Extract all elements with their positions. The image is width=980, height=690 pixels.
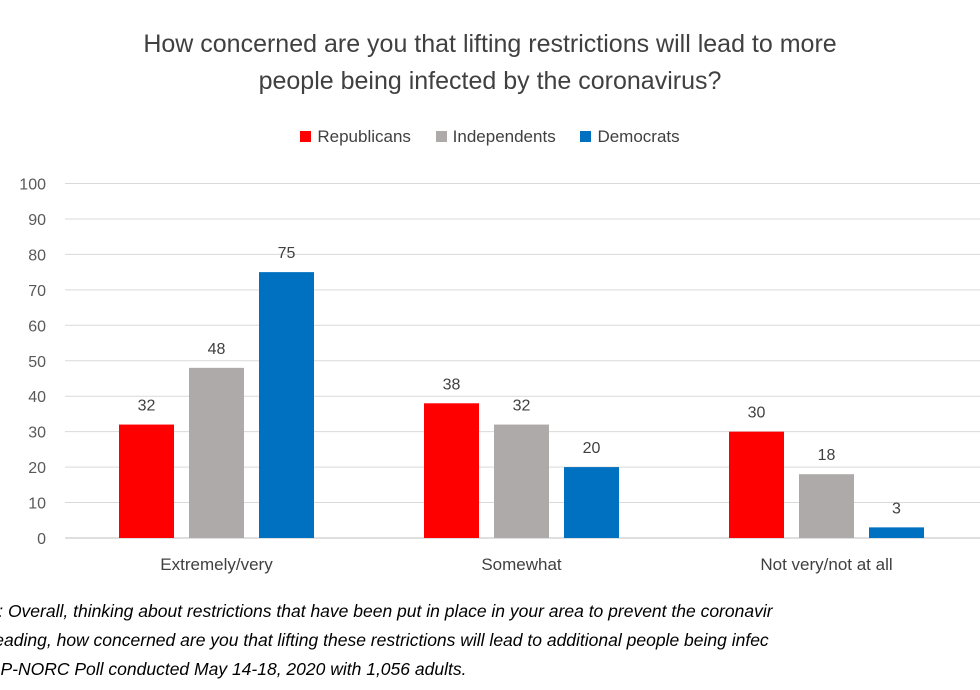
y-tick-label: 40 [28,389,46,406]
data-label: 20 [583,440,601,457]
legend-item-democrats: Democrats [580,127,680,147]
bar [119,424,174,538]
bar-chart: 0 10 20 30 40 50 60 70 80 90 100 32 48 75 Extremely/ve… [19,177,980,574]
x-category-label: Somewhat [481,555,562,574]
legend-item-republicans: Republicans [300,127,411,147]
bar [424,403,479,538]
footnote-line-1: tion: Overall, thinking about restrictio… [0,601,773,621]
y-tick-label: 100 [19,177,46,194]
data-label: 32 [513,398,531,415]
bar [564,467,619,538]
y-tick-label: 60 [28,318,46,335]
bar [729,431,784,538]
x-category-label: Not very/not at all [760,555,892,574]
data-label: 18 [818,447,836,464]
legend-swatch-independents [435,130,447,142]
legend-label-republicans: Republicans [317,127,411,146]
chart-title-line-2: people being infected by the coronavirus… [258,67,722,95]
data-label: 3 [892,500,901,517]
legend-item-independents: Independents [435,127,556,147]
bar [259,272,314,538]
bar [189,367,244,538]
bar [869,527,924,538]
legend-label-democrats: Democrats [597,127,680,146]
data-label: 32 [138,398,156,415]
y-tick-label: 0 [37,531,46,548]
data-label: 48 [208,341,226,358]
y-tick-label: 30 [28,425,46,442]
x-category-label: Extremely/very [160,555,273,574]
chart-title: How concerned are you that lifting restr… [0,26,980,100]
footnote-line-3: e: AP-NORC Poll conducted May 14-18, 202… [0,659,467,679]
bar [494,424,549,538]
y-tick-label: 50 [28,354,46,371]
legend-swatch-democrats [580,130,592,142]
data-label: 75 [278,245,296,262]
y-tick-label: 70 [28,283,46,300]
legend-swatch-republicans [300,130,312,142]
y-tick-label: 90 [28,212,46,229]
footnote-line-2: spreading, how concerned are you that li… [0,630,769,650]
y-tick-label: 10 [28,496,46,513]
legend-label-independents: Independents [452,127,556,146]
chart-title-line-1: How concerned are you that lifting restr… [143,30,837,58]
bar [799,474,854,538]
legend: Republicans Independents Democrats [0,127,980,147]
footnote: tion: Overall, thinking about restrictio… [0,597,980,684]
y-tick-label: 20 [28,460,46,477]
data-label: 38 [443,376,461,393]
data-label: 30 [748,405,766,422]
y-tick-label: 80 [28,247,46,264]
